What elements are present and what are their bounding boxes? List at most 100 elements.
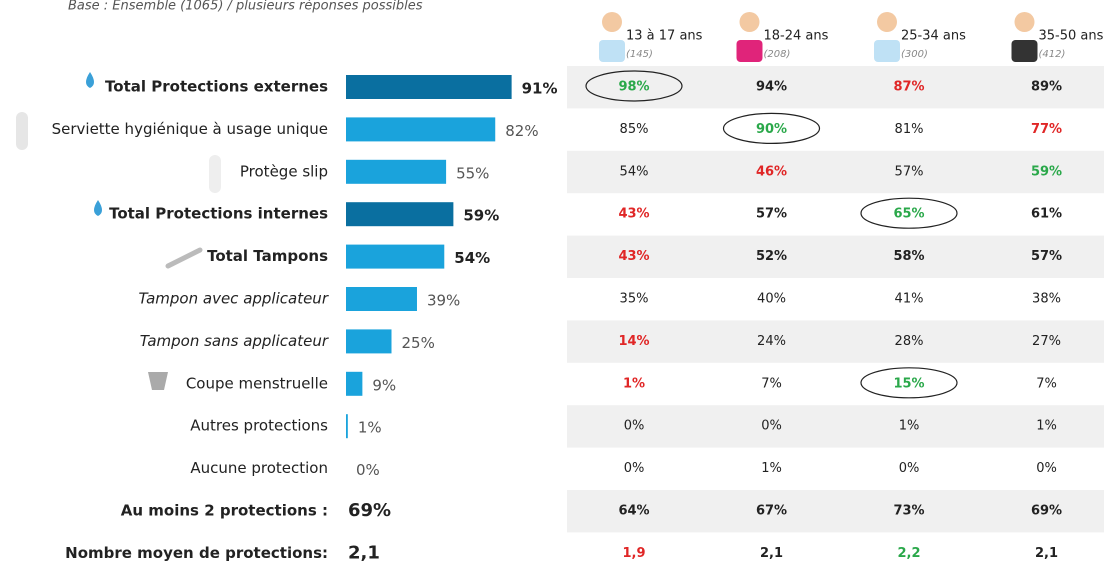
table-cell: 41%: [895, 292, 924, 307]
value-label: 1%: [358, 419, 382, 437]
value-label: 91%: [522, 80, 558, 98]
table-cell: 94%: [756, 80, 787, 95]
table-cell: 89%: [1031, 80, 1062, 95]
drop-icon: [94, 200, 102, 216]
bar: [346, 414, 348, 438]
table-cell: 1%: [899, 419, 920, 434]
column-label: 18-24 ans: [764, 29, 829, 44]
bar: [346, 245, 444, 269]
table-cell: 57%: [1031, 249, 1062, 264]
category-label: Serviette hygiénique à usage unique: [52, 120, 328, 138]
liner-icon: [209, 155, 221, 193]
value-label: 9%: [372, 376, 396, 394]
category-label: Protège slip: [240, 162, 328, 180]
table-cell: 43%: [618, 249, 649, 264]
table-cell: 28%: [895, 334, 924, 349]
column-label: 13 à 17 ans: [626, 29, 703, 44]
column-base: (412): [1039, 49, 1066, 60]
cup-icon: [148, 372, 168, 390]
bar: [346, 75, 512, 99]
category-label: Coupe menstruelle: [186, 374, 328, 392]
table-cell: 46%: [756, 164, 787, 179]
category-label: Autres protections: [190, 417, 328, 435]
column-base: (145): [626, 49, 653, 60]
table-cell: 0%: [899, 461, 920, 476]
column-base: (300): [901, 49, 928, 60]
table-cell: 77%: [1031, 122, 1062, 137]
value-label: 54%: [454, 249, 490, 267]
avatar-head: [877, 12, 897, 32]
table-cell: 65%: [893, 207, 924, 222]
table-cell: 85%: [620, 122, 649, 137]
category-label: Tampon sans applicateur: [140, 332, 329, 350]
table-cell: 1%: [761, 461, 782, 476]
column-base: (208): [764, 49, 791, 60]
bar: [346, 287, 417, 311]
table-cell: 69%: [1031, 504, 1062, 519]
table-cell: 0%: [624, 419, 645, 434]
table-cell: 2,2: [897, 546, 920, 561]
table-cell: 57%: [756, 207, 787, 222]
table-cell: 0%: [1036, 461, 1057, 476]
category-label: Total Protections internes: [109, 205, 328, 223]
avatar-body: [874, 40, 900, 62]
bar: [346, 160, 446, 184]
table-cell: 35%: [620, 292, 649, 307]
table-cell: 1%: [623, 376, 645, 391]
row-background: [567, 405, 1104, 447]
table-cell: 15%: [893, 376, 924, 391]
table-cell: 27%: [1032, 334, 1061, 349]
bar: [346, 117, 495, 141]
table-cell: 43%: [618, 207, 649, 222]
avatar-body: [737, 40, 763, 62]
summary-value: 69%: [348, 500, 391, 521]
avatar-body: [599, 40, 625, 62]
table-cell: 87%: [893, 80, 924, 95]
value-label: 39%: [427, 292, 460, 310]
avatar-head: [1015, 12, 1035, 32]
value-label: 82%: [505, 122, 538, 140]
bar: [346, 372, 362, 396]
value-label: 59%: [463, 207, 499, 225]
summary-label: Au moins 2 protections :: [121, 502, 328, 520]
pad-icon: [16, 112, 28, 150]
table-cell: 90%: [756, 122, 787, 137]
table-cell: 0%: [761, 419, 782, 434]
table-cell: 40%: [757, 292, 786, 307]
table-cell: 2,1: [760, 546, 783, 561]
summary-value: 2,1: [348, 542, 380, 563]
table-cell: 24%: [757, 334, 786, 349]
slide: Base : Ensemble (1065) / plusieurs répon…: [0, 0, 1104, 565]
value-label: 55%: [456, 164, 489, 182]
value-label: 0%: [356, 461, 380, 479]
table-cell: 38%: [1032, 292, 1061, 307]
column-label: 25-34 ans: [901, 29, 966, 44]
table-cell: 61%: [1031, 207, 1062, 222]
bar: [346, 329, 392, 353]
category-label: Total Protections externes: [105, 78, 328, 96]
avatar-head: [740, 12, 760, 32]
table-cell: 59%: [1031, 164, 1062, 179]
table-cell: 73%: [893, 504, 924, 519]
table-cell: 0%: [624, 461, 645, 476]
subtitle: Base : Ensemble (1065) / plusieurs répon…: [68, 0, 423, 14]
avatar-body: [1012, 40, 1038, 62]
drop-icon: [86, 72, 94, 88]
summary-label: Nombre moyen de protections:: [65, 544, 328, 562]
table-cell: 52%: [756, 249, 787, 264]
category-label: Tampon avec applicateur: [139, 290, 329, 308]
bar: [346, 202, 453, 226]
category-label: Total Tampons: [207, 247, 328, 265]
table-cell: 58%: [893, 249, 924, 264]
table-cell: 1,9: [622, 546, 645, 561]
column-label: 35-50 ans: [1039, 29, 1104, 44]
table-cell: 14%: [618, 334, 649, 349]
tampon-icon: [168, 250, 200, 266]
avatar-head: [602, 12, 622, 32]
table-cell: 2,1: [1035, 546, 1058, 561]
table-cell: 67%: [756, 504, 787, 519]
table-cell: 1%: [1036, 419, 1057, 434]
table-cell: 7%: [1036, 376, 1057, 391]
table-cell: 81%: [895, 122, 924, 137]
value-label: 25%: [402, 334, 435, 352]
